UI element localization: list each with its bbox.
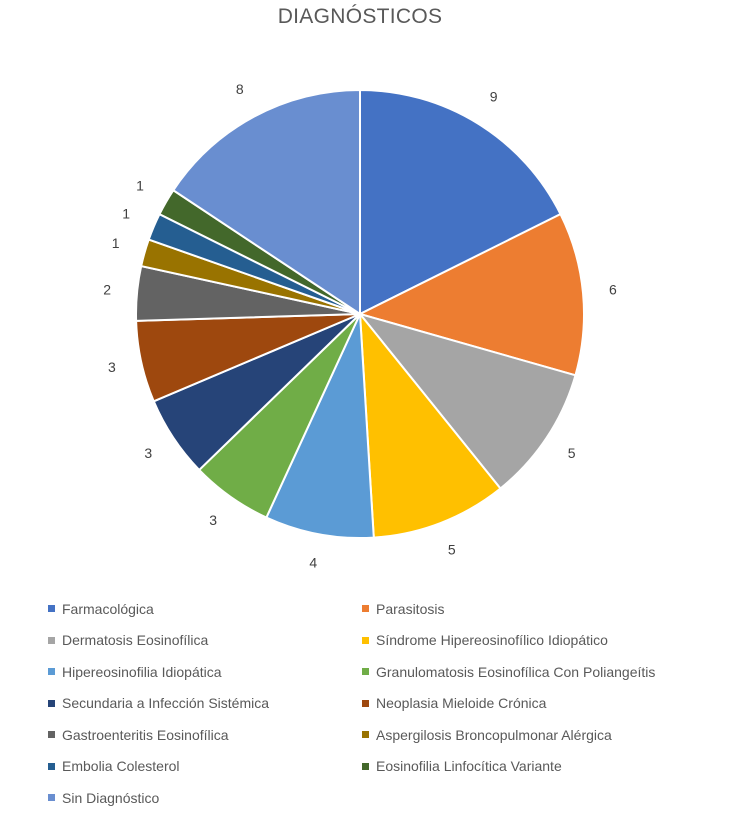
slice-value-label: 8 xyxy=(236,81,244,97)
slice-value-label: 6 xyxy=(609,281,617,297)
legend-item: Síndrome Hipereosinofílico Idiopático xyxy=(362,630,702,651)
legend-label: Gastroenteritis Eosinofílica xyxy=(62,726,229,743)
legend-label: Farmacológica xyxy=(62,600,154,617)
legend-label: Aspergilosis Broncopulmonar Alérgica xyxy=(376,726,612,743)
pie-slice-13 xyxy=(171,88,361,316)
legend-item: Aspergilosis Broncopulmonar Alérgica xyxy=(362,724,702,745)
legend-label: Dermatosis Eosinofílica xyxy=(62,632,209,648)
legend-swatch-icon xyxy=(362,605,369,612)
slice-value-label: 1 xyxy=(136,178,144,194)
legend-label: Granulomatosis Eosinofílica Con Poliange… xyxy=(376,663,656,680)
slice-value-label: 2 xyxy=(103,281,111,297)
slice-value-label: 3 xyxy=(209,512,217,528)
pie-slice-4 xyxy=(358,310,502,539)
slice-value-label: 3 xyxy=(108,359,116,375)
slice-value-label: 5 xyxy=(448,542,456,558)
legend-label: Parasitosis xyxy=(376,600,445,617)
legend-item: Gastroenteritis Eosinofílica xyxy=(48,724,362,745)
legend-swatch-icon xyxy=(48,668,55,675)
legend-swatch-icon xyxy=(362,668,369,675)
chart-legend: Farmacológica Parasitosis Dermatosis Eosin… xyxy=(48,598,728,808)
chart-title: DIAGNÓSTICOS xyxy=(277,5,443,28)
legend-label: Hipereosinofilia Idiopática xyxy=(62,663,222,680)
legend-item: Neoplasia Mieloide Crónica xyxy=(362,693,702,714)
legend-swatch-icon xyxy=(362,731,369,738)
legend-swatch-icon xyxy=(48,636,55,644)
legend-label: Secundaria a Infección Sistémica xyxy=(62,695,269,711)
legend-swatch-icon xyxy=(362,636,369,644)
slice-value-label: 4 xyxy=(309,554,317,570)
pie-slice-2 xyxy=(357,212,585,377)
pie-slices xyxy=(135,88,585,539)
legend-swatch-icon xyxy=(362,699,369,707)
legend-swatch-icon xyxy=(48,762,55,770)
legend-swatch-icon xyxy=(362,762,369,770)
legend-label: Neoplasia Mieloide Crónica xyxy=(376,695,547,711)
pie-slice-1 xyxy=(359,88,562,316)
legend-item: Granulomatosis Eosinofílica Con Poliange… xyxy=(362,661,702,682)
legend-swatch-icon xyxy=(48,794,55,801)
legend-label: Sin Diagnóstico xyxy=(62,789,160,806)
legend-item: Eosinofilia Linfocítica Variante xyxy=(362,756,702,777)
legend-item: Hipereosinofilia Idiopática xyxy=(48,661,362,682)
legend-label: Síndrome Hipereosinofílico Idiopático xyxy=(376,632,608,648)
slice-value-label: 3 xyxy=(144,445,152,461)
legend-label: Eosinofilia Linfocítica Variante xyxy=(376,758,562,774)
pie-slice-5 xyxy=(265,313,375,539)
legend-item: Secundaria a Infección Sistémica xyxy=(48,693,362,714)
slice-value-label: 5 xyxy=(568,445,576,461)
legend-item: Farmacológica xyxy=(48,598,362,619)
legend-label: Embolia Colesterol xyxy=(62,758,180,774)
slice-value-label: 1 xyxy=(122,206,130,222)
legend-item: Dermatosis Eosinofílica xyxy=(48,630,362,651)
legend-item: Parasitosis xyxy=(362,598,702,619)
legend-item: Sin Diagnóstico xyxy=(48,787,362,808)
legend-swatch-icon xyxy=(48,731,55,738)
slice-value-label: 1 xyxy=(112,235,120,251)
pie-slice-3 xyxy=(357,312,577,490)
legend-swatch-icon xyxy=(48,605,55,612)
slice-value-label: 9 xyxy=(490,89,498,105)
legend-item: Embolia Colesterol xyxy=(48,756,362,777)
legend-swatch-icon xyxy=(48,699,55,707)
